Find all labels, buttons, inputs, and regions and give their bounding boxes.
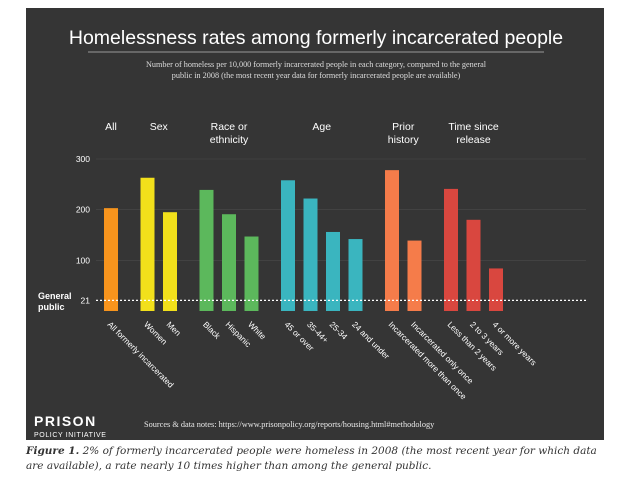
bar-white — [244, 236, 259, 311]
bar-2-to-3-years — [466, 219, 481, 311]
bar-women — [140, 177, 155, 311]
bar-incarcerated-only-once — [407, 240, 422, 311]
bar-less-than-2-years — [444, 188, 458, 311]
y-axis: 100 200 300 — [76, 154, 90, 265]
bar-all-formerly-incarcerated — [104, 208, 118, 311]
general-public-label: public — [38, 302, 65, 312]
group-header: Prior — [392, 121, 415, 133]
bar-black — [199, 189, 214, 311]
group-header: Race or — [211, 121, 248, 133]
y-tick-label-100: 100 — [76, 255, 90, 265]
bar-hispanic — [222, 214, 236, 311]
sources-note: Sources & data notes: https://www.prison… — [144, 420, 435, 429]
bar-label: Men — [165, 319, 184, 338]
group-header: ethnicity — [210, 134, 249, 146]
caption-text: 2% of formerly incarcerated people were … — [26, 445, 597, 472]
bar-incarcerated-more-than-once — [385, 170, 399, 311]
prison-policy-logo: PRISON POLICY INITIATIVE — [34, 413, 107, 439]
bar-4-or-more-years — [489, 268, 503, 311]
bar-label: Women — [142, 319, 169, 346]
bars — [104, 170, 503, 311]
y-gridlines — [96, 158, 586, 261]
group-header: release — [456, 134, 491, 146]
group-header: Time since — [448, 121, 499, 133]
bar-men — [163, 212, 177, 311]
figure-caption: Figure 1. 2% of formerly incarcerated pe… — [26, 444, 610, 474]
logo-line-1: PRISON — [34, 413, 97, 429]
chart-panel: Homelessness rates among formerly incarc… — [26, 8, 604, 440]
figure-label: Figure 1. — [26, 445, 80, 457]
chart-subtitle-line-2: public in 2008 (the most recent year dat… — [172, 71, 461, 80]
group-header: Age — [312, 121, 331, 133]
general-public-label: General — [38, 291, 72, 301]
bar-label: 25-34 — [328, 319, 350, 341]
bar-25-34 — [326, 231, 340, 311]
bar-45-or-over — [281, 180, 295, 311]
group-header: Sex — [150, 121, 169, 133]
chart-subtitle-line-1: Number of homeless per 10,000 formerly i… — [146, 60, 487, 69]
group-header: history — [388, 134, 420, 146]
homelessness-chart: Homelessness rates among formerly incarc… — [34, 27, 586, 439]
chart-title: Homelessness rates among formerly incarc… — [69, 27, 563, 49]
y-tick-label-300: 300 — [76, 154, 90, 164]
bar-label: All formerly incarcerated — [106, 319, 177, 390]
bar-label: Black — [201, 319, 223, 341]
bar-label: 24 and under — [350, 319, 392, 361]
bar-35-44- — [303, 198, 318, 311]
group-header: All — [105, 121, 117, 133]
logo-line-2: POLICY INITIATIVE — [34, 432, 107, 439]
y-tick-label-200: 200 — [76, 205, 90, 215]
bar-24-and-under — [348, 239, 363, 311]
general-public-value: 21 — [81, 295, 91, 305]
